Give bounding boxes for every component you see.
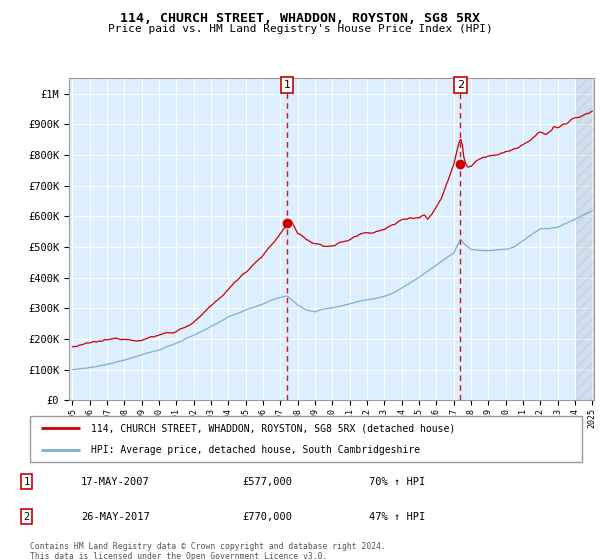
Text: 2: 2 xyxy=(457,80,464,90)
Text: HPI: Average price, detached house, South Cambridgeshire: HPI: Average price, detached house, Sout… xyxy=(91,445,420,455)
Bar xyxy=(577,78,594,400)
Text: 17-MAY-2007: 17-MAY-2007 xyxy=(81,477,150,487)
Text: Contains HM Land Registry data © Crown copyright and database right 2024.
This d: Contains HM Land Registry data © Crown c… xyxy=(30,542,386,560)
Text: Price paid vs. HM Land Registry's House Price Index (HPI): Price paid vs. HM Land Registry's House … xyxy=(107,24,493,34)
Text: 114, CHURCH STREET, WHADDON, ROYSTON, SG8 5RX (detached house): 114, CHURCH STREET, WHADDON, ROYSTON, SG… xyxy=(91,423,455,433)
Text: 26-MAY-2017: 26-MAY-2017 xyxy=(81,512,150,521)
Text: 114, CHURCH STREET, WHADDON, ROYSTON, SG8 5RX: 114, CHURCH STREET, WHADDON, ROYSTON, SG… xyxy=(120,12,480,25)
Text: 47% ↑ HPI: 47% ↑ HPI xyxy=(369,512,425,521)
Text: 70% ↑ HPI: 70% ↑ HPI xyxy=(369,477,425,487)
FancyBboxPatch shape xyxy=(30,416,582,462)
Text: 1: 1 xyxy=(23,477,29,487)
Text: £577,000: £577,000 xyxy=(242,477,292,487)
Text: 1: 1 xyxy=(283,80,290,90)
Text: 2: 2 xyxy=(23,512,29,521)
Text: £770,000: £770,000 xyxy=(242,512,292,521)
